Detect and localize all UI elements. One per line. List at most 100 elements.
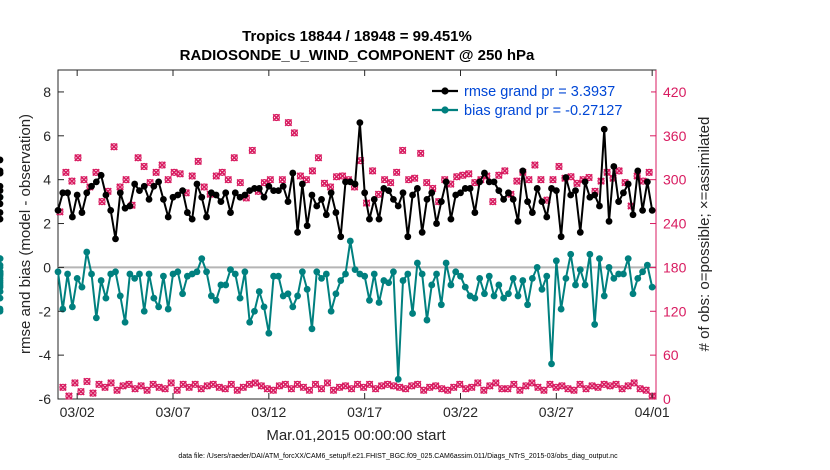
obs-assimilated-marker — [455, 380, 464, 389]
obs-possible-marker — [540, 386, 548, 394]
obs-possible-marker — [59, 383, 67, 391]
obs-assimilated-marker — [465, 170, 473, 178]
obs-assimilated-marker — [612, 380, 620, 389]
obs-possible-marker — [278, 176, 286, 184]
obs-assimilated-marker — [410, 174, 419, 182]
bias-point — [0, 288, 4, 295]
obs-assimilated-marker — [371, 384, 380, 393]
obs-possible-marker — [164, 176, 172, 184]
obs-assimilated-marker — [525, 175, 533, 184]
obs-possible-marker — [393, 168, 401, 176]
obs-assimilated-marker — [326, 183, 335, 191]
obs-possible-marker — [287, 385, 296, 393]
obs-assimilated-marker — [498, 384, 506, 393]
obs-possible-marker — [143, 386, 151, 394]
y-right-tick-label: 420 — [663, 84, 687, 100]
bias-point — [375, 299, 383, 306]
obs-possible-marker — [134, 154, 142, 162]
obs-possible-marker — [456, 380, 464, 388]
obs-count-markers — [56, 113, 656, 400]
obs-assimilated-marker — [176, 170, 184, 178]
obs-assimilated-marker — [480, 386, 488, 394]
obs-assimilated-marker — [347, 384, 356, 393]
obs-possible-marker — [338, 172, 347, 180]
obs-assimilated-marker — [101, 383, 109, 392]
obs-possible-marker — [194, 157, 202, 165]
bias-point — [322, 270, 330, 278]
rmse-point — [576, 228, 584, 236]
obs-assimilated-marker — [230, 153, 239, 162]
bias-point — [112, 268, 119, 276]
rmse-point — [294, 228, 301, 236]
obs-possible-marker — [555, 162, 563, 171]
x-tick-label: 03/17 — [347, 404, 382, 420]
obs-assimilated-marker — [236, 178, 245, 187]
bias-point — [217, 281, 225, 289]
rmse-point — [64, 189, 71, 197]
obs-possible-marker — [137, 382, 145, 390]
obs-assimilated-marker — [98, 197, 106, 206]
rmse-point — [116, 189, 124, 197]
obs-assimilated-marker — [110, 143, 118, 151]
rmse-point — [203, 213, 210, 221]
bias-point — [600, 292, 608, 300]
y-right-tick-label: 240 — [663, 216, 687, 232]
obs-possible-marker — [176, 170, 184, 178]
obs-possible-marker — [347, 385, 356, 393]
obs-assimilated-marker — [365, 380, 374, 389]
obs-assimilated-marker — [380, 175, 389, 184]
obs-possible-marker — [368, 167, 377, 175]
bias-point — [457, 272, 464, 280]
obs-assimilated-marker — [552, 383, 560, 392]
rmse-point — [97, 171, 105, 179]
bias-point — [179, 290, 186, 298]
obs-possible-marker — [302, 176, 311, 184]
rmse-point — [198, 193, 206, 201]
bias-point — [629, 290, 637, 298]
obs-assimilated-marker — [636, 384, 644, 393]
rmse-point — [260, 193, 268, 201]
obs-possible-marker — [221, 385, 229, 393]
obs-possible-marker — [62, 168, 70, 176]
obs-possible-marker — [387, 178, 395, 187]
y-tick-label: 2 — [43, 216, 51, 232]
bias-point — [572, 281, 579, 289]
rmse-point — [222, 189, 230, 197]
bias-point — [346, 237, 354, 245]
obs-assimilated-marker — [68, 177, 76, 185]
obs-possible-marker — [236, 178, 244, 187]
obs-assimilated-marker — [233, 386, 242, 394]
rmse-point — [543, 213, 551, 221]
obs-assimilated-marker — [305, 386, 314, 394]
obs-assimilated-marker — [143, 386, 151, 394]
bias-point — [605, 264, 613, 271]
obs-assimilated-marker — [474, 379, 482, 387]
obs-possible-marker — [311, 380, 320, 388]
obs-assimilated-marker — [353, 380, 362, 389]
bias-point — [490, 292, 498, 300]
obs-assimilated-marker — [489, 197, 497, 206]
bias-point — [351, 266, 359, 273]
bias-point — [524, 301, 531, 309]
bias-point — [193, 268, 201, 276]
obs-assimilated-marker — [119, 382, 127, 390]
obs-possible-marker — [570, 386, 578, 394]
rmse-point — [466, 185, 474, 192]
bias-point — [246, 318, 254, 326]
obs-assimilated-marker — [74, 153, 82, 162]
rmse-point — [572, 187, 579, 195]
rmse-point — [390, 196, 397, 203]
bias-point — [505, 290, 512, 298]
obs-assimilated-marker — [113, 386, 121, 394]
bias-point — [155, 303, 163, 311]
rmse-point — [643, 178, 651, 186]
obs-assimilated-marker — [401, 384, 410, 393]
obs-assimilated-marker — [203, 382, 211, 390]
rmse-point — [73, 191, 81, 199]
rmse-point — [404, 233, 412, 241]
obs-assimilated-marker — [386, 178, 395, 187]
bias-point — [543, 272, 551, 280]
obs-assimilated-marker — [522, 382, 530, 390]
obs-assimilated-marker — [618, 384, 626, 393]
obs-assimilated-marker — [495, 171, 503, 180]
